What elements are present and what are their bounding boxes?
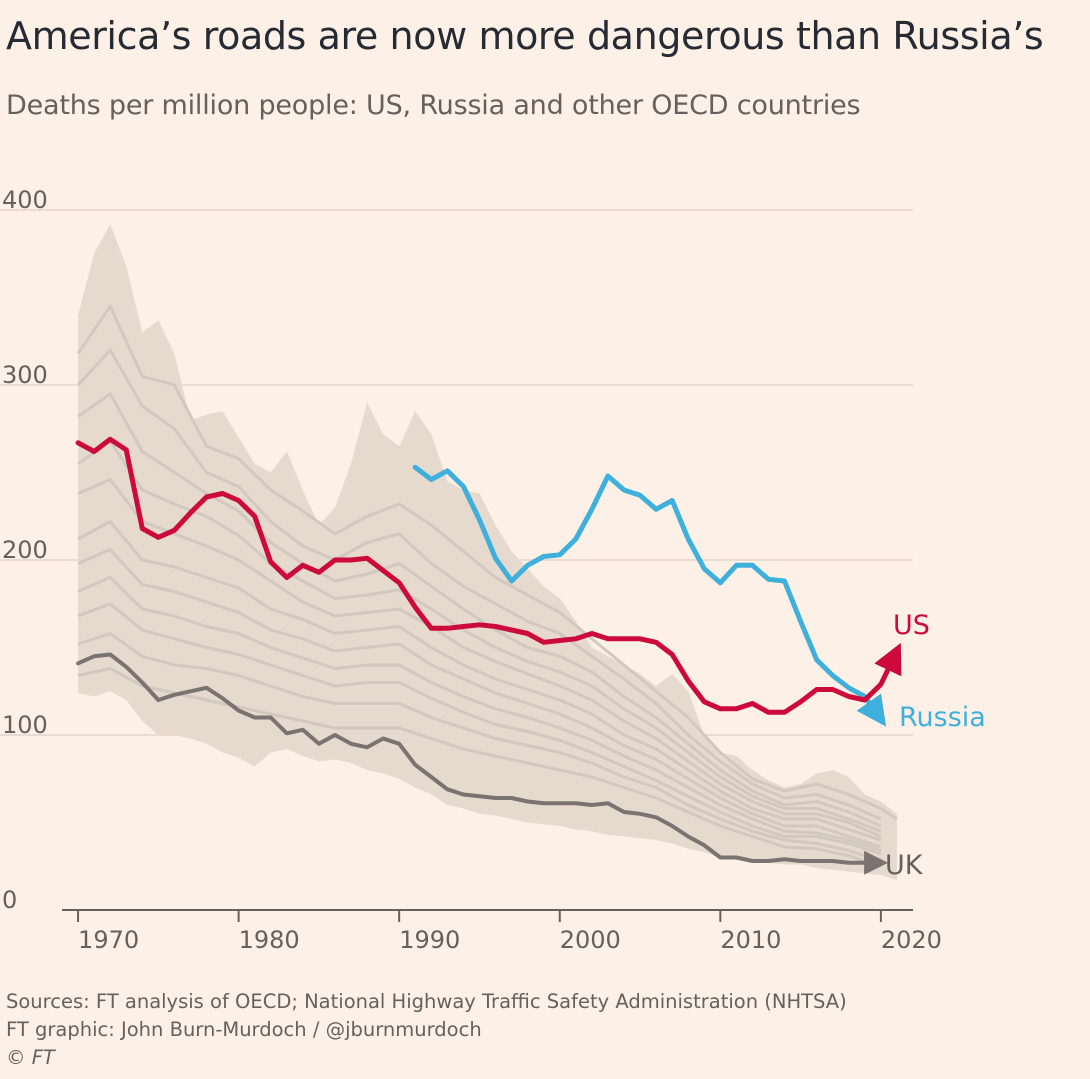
x-tick-label: 1990 <box>399 926 460 954</box>
oecd-country-line <box>77 602 882 856</box>
x-tick-label: 2010 <box>720 926 781 954</box>
oecd-country-line <box>77 478 882 838</box>
sources-note: Sources: FT analysis of OECD; National H… <box>6 990 847 1013</box>
y-tick-label: 200 <box>2 536 48 564</box>
line-chart: 0 100 200 300 400 1970 1980 1990 2000 2010 2020 US… <box>0 186 986 954</box>
x-tick-label: 1970 <box>78 926 139 954</box>
oecd-country-lines <box>76 304 898 868</box>
x-tick-label: 2000 <box>560 926 621 954</box>
label-russia: Russia <box>899 702 986 733</box>
x-tick-label: 2020 <box>881 926 942 954</box>
oecd-country-line <box>77 548 882 849</box>
y-tick-label: 100 <box>2 711 48 739</box>
y-tick-label: 0 <box>2 886 17 914</box>
oecd-range-area <box>78 224 897 881</box>
credit-note: FT graphic: John Burn-Murdoch / @jburnmu… <box>6 1018 482 1041</box>
axes: 0 100 200 300 400 1970 1980 1990 2000 2010 2020 <box>2 186 942 954</box>
oecd-country-line <box>76 348 882 821</box>
chart-subtitle: Deaths per million people: US, Russia an… <box>6 90 861 121</box>
series-labels: US Russia UK <box>885 610 986 881</box>
x-tick-label: 1980 <box>239 926 300 954</box>
oecd-country-line <box>76 304 898 821</box>
series-line-us <box>75 436 902 715</box>
copyright-note: © FT <box>6 1046 55 1069</box>
oecd-country-line <box>77 667 882 868</box>
chart-title: America’s roads are now more dangerous t… <box>6 14 1044 58</box>
oecd-country-line <box>77 576 882 852</box>
y-tick-label: 300 <box>2 361 48 389</box>
y-tick-label: 400 <box>2 186 48 214</box>
chart-footer: Sources: FT analysis of OECD; National H… <box>6 988 847 1072</box>
highlighted-series <box>75 436 902 875</box>
label-uk: UK <box>885 850 924 881</box>
series-line-russia <box>412 464 887 727</box>
series-line-uk <box>76 652 889 875</box>
oecd-range-band <box>78 224 897 881</box>
oecd-country-line <box>77 632 882 863</box>
oecd-country-line <box>77 520 882 842</box>
oecd-country-line <box>77 439 882 833</box>
label-us: US <box>893 610 930 641</box>
